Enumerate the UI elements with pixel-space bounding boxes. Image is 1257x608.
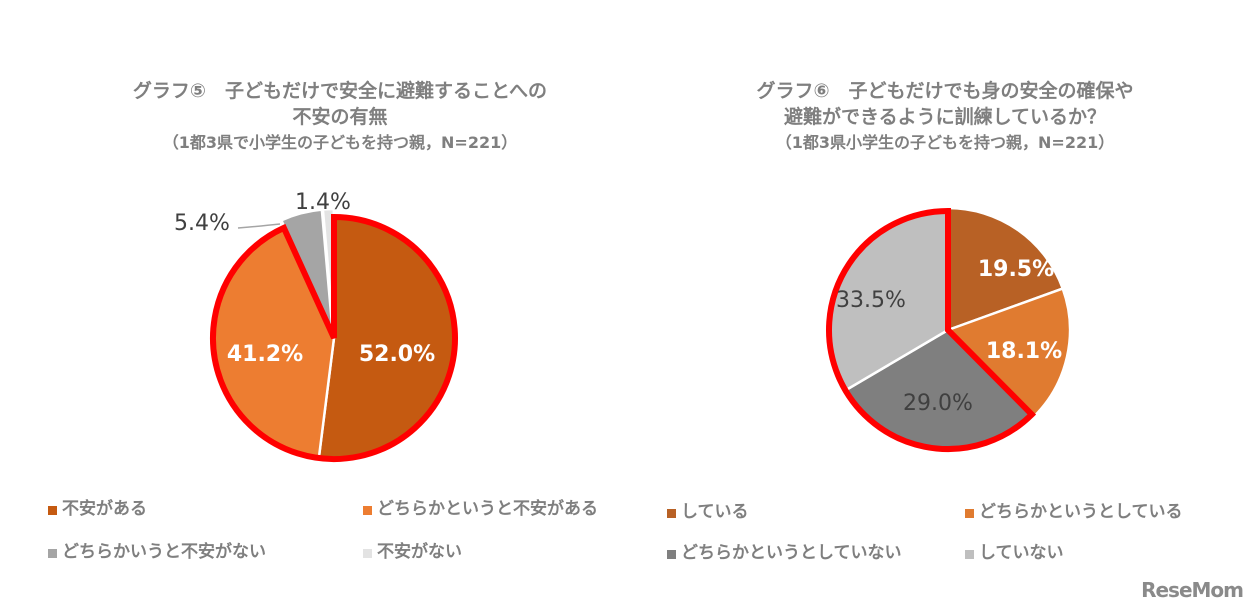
chart2-subtitle: （1都3県小学生の子どもを持つ親，N=221） [775, 133, 1115, 152]
chart2-legend-item: どちらかというとしていない [667, 538, 902, 563]
legend-swatch-icon [48, 549, 57, 558]
legend-label: していない [979, 543, 1064, 563]
chart2-label-2: 29.0% [903, 391, 973, 416]
chart1-pie [208, 207, 460, 464]
chart1-legend-item: 不安がある [48, 494, 147, 519]
chart2-pie [824, 206, 1072, 454]
legend-label: どちらかというとしていない [681, 543, 902, 563]
chart1-leader-line [237, 223, 281, 229]
legend-swatch-icon [667, 509, 676, 518]
legend-label: どちらかというと不安がある [377, 499, 598, 519]
chart1-legend-item: どちらかいうと不安がない [48, 537, 266, 562]
highlight-outline [826, 207, 1037, 452]
chart1-label-0: 52.0% [359, 342, 435, 367]
legend-label: どちらかいうと不安がない [62, 542, 266, 562]
chart2-label-1: 18.1% [986, 339, 1062, 364]
pie-slice [317, 212, 460, 464]
pie-slice [946, 206, 1065, 332]
chart2-title: グラフ⑥ 子どもだけでも身の安全の確保や 避難ができるように訓練しているか？ （… [700, 78, 1190, 156]
resemom-logo: ReseMom [1141, 578, 1244, 602]
chart1-label-3: 1.4% [295, 190, 351, 215]
chart1-title: グラフ⑤ 子どもだけで安全に避難することへの 不安の有無 （1都3県で小学生の子… [90, 78, 590, 156]
legend-label: どちらかというとしている [979, 502, 1183, 522]
legend-label: している [681, 502, 749, 522]
chart2-legend-item: していない [965, 538, 1064, 563]
chart2-label-3: 33.5% [836, 288, 906, 313]
legend-swatch-icon [48, 506, 57, 515]
legend-label: 不安がある [62, 499, 147, 519]
chart1-legend-item: 不安がない [363, 537, 462, 562]
chart1-legend-item: どちらかというと不安がある [363, 494, 598, 519]
chart2-label-0: 19.5% [978, 257, 1054, 282]
chart1-title-line1: グラフ⑤ 子どもだけで安全に避難することへの [132, 80, 548, 102]
chart2-legend-item: どちらかというとしている [965, 497, 1183, 522]
chart2-title-line2: 避難ができるように訓練しているか？ [783, 106, 1107, 128]
chart1-subtitle: （1都3県で小学生の子どもを持つ親，N=221） [162, 133, 518, 152]
legend-swatch-icon [363, 549, 372, 558]
chart1-label-2: 5.4% [174, 211, 230, 236]
pie-slice [945, 286, 1072, 419]
chart1-title-line2: 不安の有無 [292, 106, 388, 128]
legend-swatch-icon [965, 509, 974, 518]
chart2-legend-item: している [667, 497, 749, 522]
legend-swatch-icon [363, 506, 372, 515]
chart1-label-1: 41.2% [227, 342, 303, 367]
legend-swatch-icon [667, 550, 676, 559]
legend-label: 不安がない [377, 542, 462, 562]
chart2-title-line1: グラフ⑥ 子どもだけでも身の安全の確保や [756, 80, 1134, 102]
legend-swatch-icon [965, 550, 974, 559]
highlight-outline [210, 213, 458, 462]
